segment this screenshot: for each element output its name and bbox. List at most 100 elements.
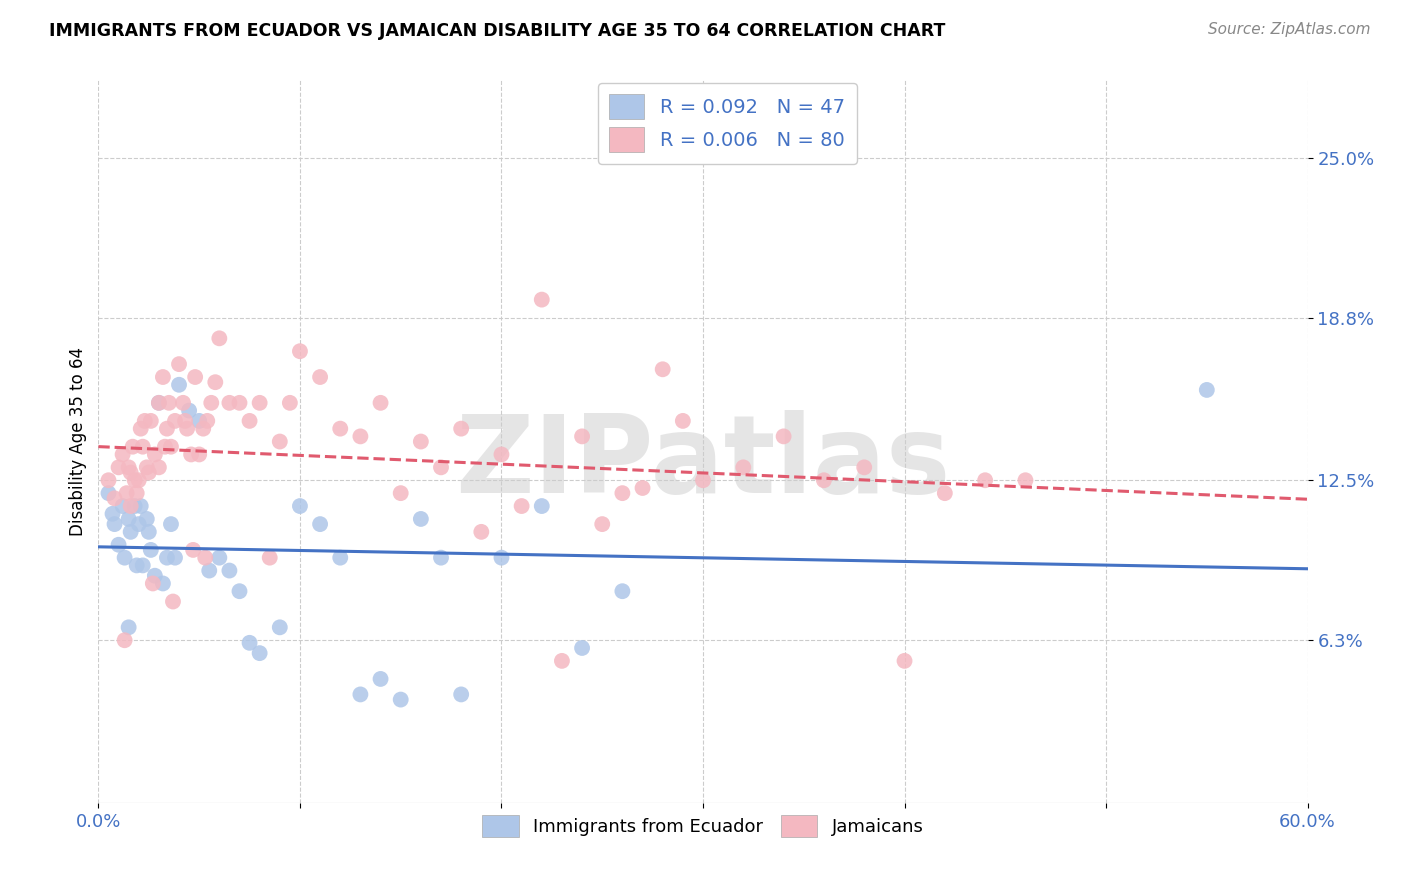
Point (163, 550, 186, 565)
Point (124, 499, 146, 513)
Point (143, 568, 166, 582)
Point (103, 517, 125, 532)
Point (239, 414, 262, 428)
Point (278, 396, 301, 410)
Point (370, 396, 392, 410)
Point (430, 550, 453, 565)
Point (114, 633, 136, 648)
Point (132, 558, 155, 573)
Point (218, 564, 240, 578)
Point (142, 576, 165, 591)
Point (134, 414, 156, 428)
Point (118, 620, 141, 634)
Point (107, 538, 129, 552)
Point (148, 396, 170, 410)
Point (152, 370, 174, 384)
Point (409, 512, 432, 526)
Point (138, 524, 160, 539)
Point (389, 486, 412, 500)
Point (97, 473, 120, 487)
Point (114, 550, 136, 565)
Point (571, 640, 593, 655)
Point (591, 517, 613, 532)
Point (1195, 383, 1218, 397)
Point (111, 499, 134, 513)
Point (651, 362, 673, 376)
Point (121, 440, 143, 454)
Point (160, 517, 183, 532)
Point (853, 460, 876, 475)
Point (571, 429, 593, 443)
Point (156, 422, 179, 436)
Point (195, 414, 218, 428)
Point (612, 486, 634, 500)
Point (259, 550, 281, 565)
Point (228, 396, 250, 410)
Point (135, 512, 157, 526)
Point (157, 396, 180, 410)
Point (125, 486, 148, 500)
Point (193, 422, 215, 436)
Point (200, 396, 222, 410)
Legend: Immigrants from Ecuador, Jamaicans: Immigrants from Ecuador, Jamaicans (475, 808, 931, 845)
Point (148, 396, 170, 410)
Point (167, 377, 190, 392)
Point (491, 550, 513, 565)
Point (135, 460, 157, 475)
Point (309, 517, 332, 532)
Point (176, 422, 198, 436)
Point (172, 396, 194, 410)
Point (139, 542, 162, 557)
Point (450, 687, 472, 701)
Point (115, 486, 138, 500)
Point (551, 654, 574, 668)
Point (1014, 473, 1036, 487)
Point (184, 370, 207, 384)
Text: Source: ZipAtlas.com: Source: ZipAtlas.com (1208, 22, 1371, 37)
Point (148, 460, 170, 475)
Point (349, 687, 371, 701)
Point (132, 440, 155, 454)
Point (974, 473, 997, 487)
Point (288, 499, 311, 513)
Point (893, 654, 915, 668)
Point (163, 414, 186, 428)
Point (430, 460, 453, 475)
Point (152, 576, 174, 591)
Point (349, 429, 371, 443)
Point (218, 396, 240, 410)
Point (269, 620, 291, 634)
Point (143, 447, 166, 461)
Point (813, 473, 835, 487)
Point (491, 447, 513, 461)
Point (118, 460, 141, 475)
Point (389, 692, 412, 706)
Point (124, 473, 146, 487)
Point (510, 499, 533, 513)
Y-axis label: Disability Age 35 to 64: Disability Age 35 to 64 (69, 347, 87, 536)
Point (97, 486, 120, 500)
Text: IMMIGRANTS FROM ECUADOR VS JAMAICAN DISABILITY AGE 35 TO 64 CORRELATION CHART: IMMIGRANTS FROM ECUADOR VS JAMAICAN DISA… (49, 22, 946, 40)
Point (174, 414, 197, 428)
Point (120, 524, 142, 539)
Point (181, 542, 204, 557)
Point (612, 584, 634, 599)
Point (125, 558, 148, 573)
Point (198, 564, 221, 578)
Point (139, 414, 162, 428)
Point (156, 550, 179, 565)
Point (329, 550, 352, 565)
Point (188, 414, 211, 428)
Point (692, 473, 714, 487)
Point (530, 293, 553, 307)
Point (120, 499, 142, 513)
Point (179, 403, 201, 417)
Point (269, 434, 291, 449)
Point (309, 370, 332, 384)
Point (208, 331, 231, 345)
Point (228, 584, 250, 599)
Point (288, 344, 311, 359)
Point (672, 414, 695, 428)
Point (120, 466, 142, 480)
Point (239, 636, 262, 650)
